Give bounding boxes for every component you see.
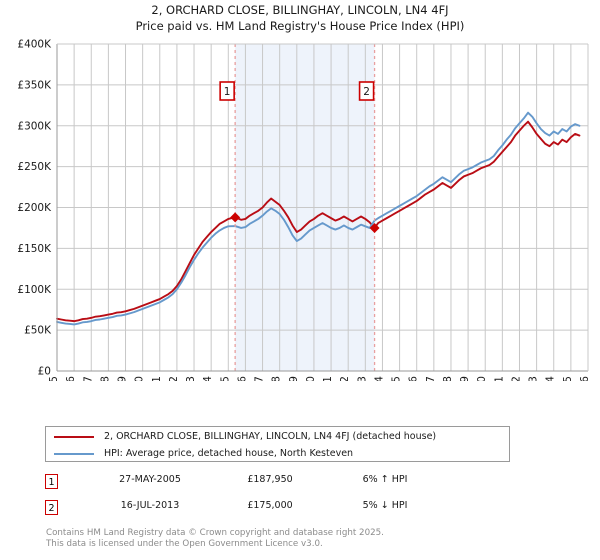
svg-text:1997: 1997 (82, 376, 94, 381)
svg-text:2023: 2023 (528, 376, 540, 381)
marker-data-points (230, 212, 380, 233)
x-axis-tick-labels: 1995 1996 1997 1998 1999 2000 2001 2002 2003 2004… (48, 376, 591, 381)
svg-text:2002: 2002 (168, 376, 180, 381)
chart-legend: 2, ORCHARD CLOSE, BILLINGHAY, LINCOLN, L… (45, 426, 510, 462)
transaction-badge-1[interactable]: 1 (45, 474, 58, 489)
copyright-footer: Contains HM Land Registry data © Crown c… (46, 528, 586, 550)
svg-text:2017: 2017 (425, 376, 437, 381)
footer-line-2: This data is licensed under the Open Gov… (46, 539, 323, 549)
table-row[interactable]: 1 27-MAY-2005 £187,950 6% ↑ HPI (45, 472, 525, 498)
svg-text:£300K: £300K (17, 120, 52, 132)
svg-text:2016: 2016 (408, 376, 420, 381)
svg-text:2015: 2015 (391, 376, 403, 381)
svg-text:£0: £0 (38, 366, 51, 378)
svg-text:2008: 2008 (271, 376, 283, 381)
y-axis-tick-labels: £0 £50K £100K £150K £200K £250K £300K £350K £400… (17, 39, 52, 378)
svg-text:2011: 2011 (322, 376, 334, 381)
svg-text:1999: 1999 (117, 376, 129, 381)
transaction-hpi-delta-1: 6% ↑ HPI (362, 474, 408, 485)
svg-text:2024: 2024 (545, 376, 557, 381)
marker-vertical-lines (234, 44, 376, 371)
transaction-date-2: 16-JUL-2013 (120, 500, 180, 511)
chart-container: £0 £50K £100K £150K £200K £250K £300K £350K £400… (0, 36, 600, 382)
svg-text:2014: 2014 (373, 376, 385, 381)
svg-text:£100K: £100K (17, 284, 52, 296)
transaction-date-1: 27-MAY-2005 (119, 474, 181, 485)
svg-text:2000: 2000 (134, 376, 146, 381)
svg-text:1: 1 (224, 86, 231, 98)
svg-text:2020: 2020 (476, 376, 488, 381)
svg-text:2019: 2019 (459, 376, 471, 381)
svg-text:£250K: £250K (17, 161, 52, 173)
svg-text:£150K: £150K (17, 243, 52, 255)
transaction-price-1: £187,950 (247, 474, 293, 485)
legend-item-hpi: HPI: Average price, detached house, Nort… (46, 445, 509, 462)
legend-item-property: 2, ORCHARD CLOSE, BILLINGHAY, LINCOLN, L… (46, 428, 509, 445)
svg-text:1996: 1996 (65, 376, 77, 381)
svg-text:2022: 2022 (510, 376, 522, 381)
svg-text:2010: 2010 (305, 376, 317, 381)
legend-swatch-property-line (54, 435, 94, 438)
svg-text:2013: 2013 (356, 376, 368, 381)
page-title-line-2: Price paid vs. HM Land Registry's House … (135, 19, 465, 33)
svg-text:2004: 2004 (202, 376, 214, 381)
svg-text:2026: 2026 (579, 376, 591, 381)
svg-text:1998: 1998 (99, 376, 111, 381)
transaction-badge-2[interactable]: 2 (45, 500, 58, 515)
svg-text:2: 2 (363, 86, 370, 98)
page-title: 2, ORCHARD CLOSE, BILLINGHAY, LINCOLN, L… (0, 2, 600, 34)
plot-frame (56, 43, 589, 372)
svg-text:2003: 2003 (185, 376, 197, 381)
svg-text:2025: 2025 (562, 376, 574, 381)
transactions-table: 1 27-MAY-2005 £187,950 6% ↑ HPI 2 16-JUL… (45, 472, 525, 524)
legend-swatch-hpi-line (54, 452, 94, 455)
svg-text:2006: 2006 (236, 376, 248, 381)
data-series-group (56, 111, 581, 326)
svg-text:2007: 2007 (254, 376, 266, 381)
svg-text:2018: 2018 (442, 376, 454, 381)
legend-label-property: 2, ORCHARD CLOSE, BILLINGHAY, LINCOLN, L… (104, 431, 437, 442)
transaction-price-2: £175,000 (247, 500, 293, 511)
footer-line-1: Contains HM Land Registry data © Crown c… (46, 528, 384, 538)
legend-label-hpi: HPI: Average price, detached house, Nort… (104, 448, 354, 459)
transaction-hpi-delta-2: 5% ↓ HPI (362, 500, 408, 511)
svg-text:2005: 2005 (219, 376, 231, 381)
svg-text:2012: 2012 (339, 376, 351, 381)
svg-text:2021: 2021 (493, 376, 505, 381)
svg-text:2009: 2009 (288, 376, 300, 381)
page-title-line-1: 2, ORCHARD CLOSE, BILLINGHAY, LINCOLN, L… (151, 3, 449, 17)
svg-text:2001: 2001 (151, 376, 163, 381)
table-row[interactable]: 2 16-JUL-2013 £175,000 5% ↓ HPI (45, 498, 525, 524)
svg-text:1995: 1995 (48, 376, 60, 381)
svg-text:£400K: £400K (17, 39, 52, 51)
svg-text:£50K: £50K (24, 325, 52, 337)
svg-text:£350K: £350K (17, 79, 52, 91)
svg-text:£200K: £200K (17, 202, 52, 214)
price-history-line-chart: £0 £50K £100K £150K £200K £250K £300K £350K £400… (17, 39, 591, 382)
